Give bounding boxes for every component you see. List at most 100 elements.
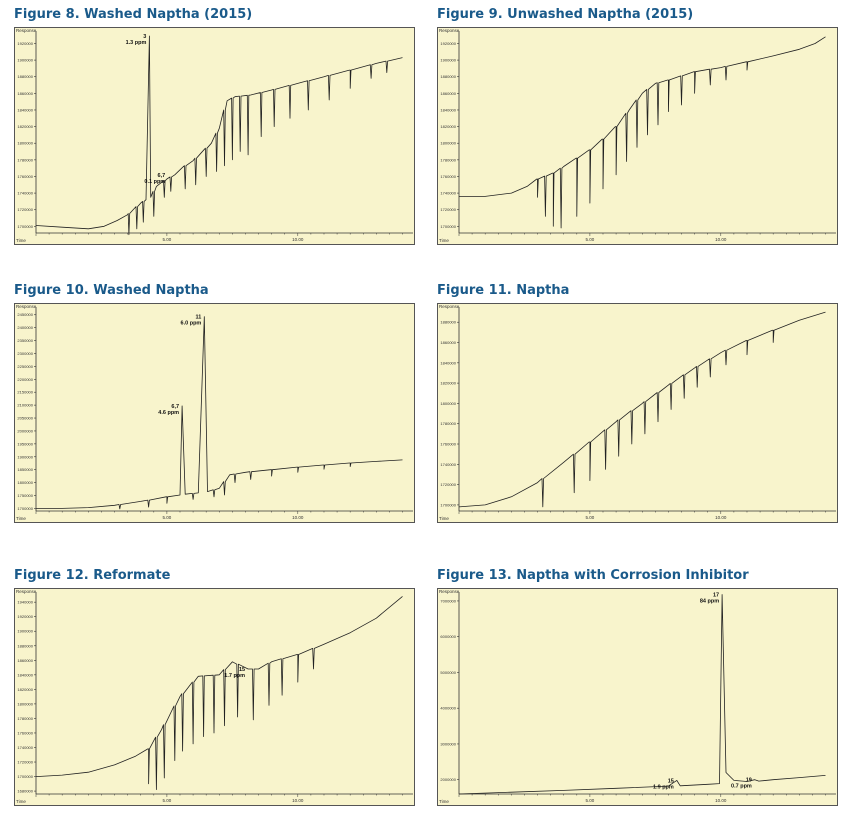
- y-tick-label: 1780000: [17, 716, 33, 721]
- y-axis-title: Response: [16, 28, 37, 33]
- chromatogram-plot: Response Time 1700000 1720000 1740000 1760000…: [437, 27, 838, 245]
- chromatogram-trace: [35, 596, 403, 790]
- y-tick-label: 1800000: [17, 480, 33, 485]
- y-tick-label: 1820000: [440, 381, 456, 386]
- x-tick-label: 10.00: [292, 798, 304, 803]
- y-tick-label: 1900000: [17, 629, 33, 634]
- y-tick-label: 1740000: [17, 191, 33, 196]
- y-axis-title: Response: [439, 304, 460, 309]
- y-tick-label: 1700000: [440, 502, 456, 507]
- peak-id-label: 6,7: [171, 404, 179, 410]
- y-tick-label: 1840000: [440, 107, 456, 112]
- y-tick-label: 6000000: [440, 634, 456, 639]
- y-tick-label: 1760000: [440, 442, 456, 447]
- y-tick-label: 1780000: [17, 157, 33, 162]
- y-tick-label: 2200000: [17, 377, 33, 382]
- y-tick-label: 1900000: [440, 58, 456, 63]
- x-tick-label: 5.00: [586, 798, 595, 803]
- y-tick-label: 2450000: [17, 312, 33, 317]
- x-tick-label: 10.00: [715, 237, 727, 242]
- y-tick-label: 1800000: [440, 401, 456, 406]
- peak-concentration-label: 84 ppm: [700, 599, 719, 605]
- y-tick-label: 3000000: [440, 741, 456, 746]
- y-tick-label: 1840000: [17, 672, 33, 677]
- y-tick-label: 1700000: [17, 224, 33, 229]
- y-tick-label: 1900000: [17, 58, 33, 63]
- x-tick-label: 10.00: [292, 237, 304, 242]
- figure-title: Figure 12. Reformate: [14, 568, 171, 583]
- y-tick-label: 1720000: [440, 207, 456, 212]
- y-tick-label: 1880000: [17, 643, 33, 648]
- figure-title: Figure 10. Washed Naptha: [14, 283, 209, 298]
- y-tick-label: 1780000: [440, 421, 456, 426]
- x-axis-title: Time: [439, 238, 449, 243]
- y-tick-label: 1760000: [17, 730, 33, 735]
- x-axis-title: Time: [439, 799, 449, 804]
- x-tick-label: 10.00: [292, 515, 304, 520]
- y-tick-label: 1860000: [440, 340, 456, 345]
- x-tick-label: 10.00: [715, 515, 727, 520]
- y-tick-label: 2100000: [17, 403, 33, 408]
- peak-concentration-label: 4.6 ppm: [158, 410, 179, 416]
- y-tick-label: 2300000: [17, 351, 33, 356]
- peak-id-label: 15: [668, 778, 674, 784]
- chromatogram-trace: [458, 594, 826, 795]
- peak-id-label: 6,7: [158, 173, 166, 179]
- y-tick-label: 1720000: [17, 760, 33, 765]
- y-tick-label: 1820000: [440, 124, 456, 129]
- peak-concentration-label: 0.1 ppm: [144, 179, 165, 185]
- y-tick-label: 2400000: [17, 325, 33, 330]
- y-tick-label: 7000000: [440, 598, 456, 603]
- chromatogram-trace: [459, 36, 826, 229]
- x-axis-title: Time: [16, 799, 26, 804]
- x-tick-label: 5.00: [163, 515, 172, 520]
- figure-9-panel: Figure 9. Unwashed Naptha (2015) Respons…: [437, 7, 847, 277]
- figure-title: Figure 8. Washed Naptha (2015): [14, 7, 253, 22]
- y-tick-label: 1940000: [17, 600, 33, 605]
- y-tick-label: 1950000: [17, 441, 33, 446]
- y-tick-label: 1920000: [17, 614, 33, 619]
- figure-title: Figure 11. Naptha: [437, 283, 570, 298]
- peak-concentration-label: 1.3 ppm: [126, 40, 147, 46]
- x-axis-title: Time: [439, 516, 449, 521]
- chromatogram-trace: [36, 316, 403, 510]
- chromatogram-plot: Response Time 1700000 1750000 1800000 1850000…: [14, 303, 415, 523]
- y-tick-label: 1740000: [440, 191, 456, 196]
- y-tick-label: 1900000: [17, 454, 33, 459]
- y-tick-label: 1820000: [17, 124, 33, 129]
- x-axis-title: Time: [16, 238, 26, 243]
- y-tick-label: 1800000: [440, 141, 456, 146]
- y-tick-label: 1920000: [440, 41, 456, 46]
- figure-8-panel: Figure 8. Washed Naptha (2015) Response T…: [14, 7, 424, 277]
- peak-id-label: 19: [746, 778, 752, 784]
- peak-concentration-label: 1.9 ppm: [653, 784, 674, 790]
- chromatogram-trace: [35, 35, 403, 236]
- peak-concentration-label: 6.0 ppm: [181, 321, 202, 327]
- y-tick-label: 1700000: [17, 506, 33, 511]
- y-tick-label: 1760000: [17, 174, 33, 179]
- y-tick-label: 1880000: [440, 74, 456, 79]
- y-tick-label: 2350000: [17, 338, 33, 343]
- y-tick-label: 1720000: [17, 207, 33, 212]
- y-axis-title: Response: [439, 589, 460, 594]
- peak-id-label: 17: [713, 593, 719, 599]
- y-tick-label: 1760000: [440, 174, 456, 179]
- y-tick-label: 1860000: [440, 91, 456, 96]
- y-tick-label: 1680000: [17, 789, 33, 794]
- figure-13-panel: Figure 13. Naptha with Corrosion Inhibit…: [437, 568, 847, 838]
- y-tick-label: 2250000: [17, 364, 33, 369]
- y-axis-title: Response: [16, 589, 37, 594]
- y-tick-label: 1840000: [17, 107, 33, 112]
- y-tick-label: 2050000: [17, 416, 33, 421]
- y-tick-label: 1740000: [17, 745, 33, 750]
- figure-11-panel: Figure 11. Naptha Response Time 1700000 172…: [437, 283, 847, 553]
- y-tick-label: 1840000: [440, 360, 456, 365]
- chromatogram-plot: Response Time 1700000 1720000 1740000 1760000…: [14, 27, 415, 245]
- chromatogram-trace: [458, 311, 826, 508]
- y-tick-label: 1780000: [440, 157, 456, 162]
- y-axis-title: Response: [16, 304, 37, 309]
- figure-10-panel: Figure 10. Washed Naptha Response Time 170…: [14, 283, 424, 553]
- y-tick-label: 2000000: [440, 777, 456, 782]
- y-tick-label: 1720000: [440, 482, 456, 487]
- y-tick-label: 1880000: [17, 74, 33, 79]
